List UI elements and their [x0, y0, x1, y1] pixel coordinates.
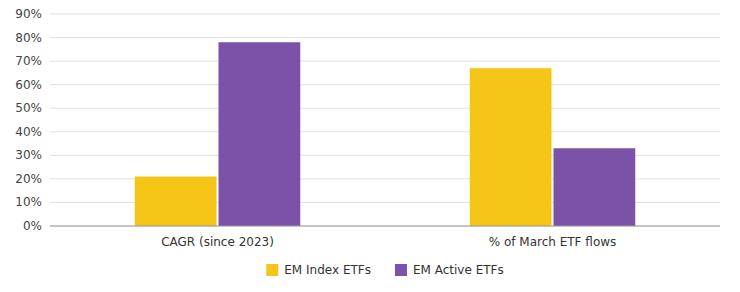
grid-line — [50, 131, 720, 132]
bar — [219, 42, 301, 226]
legend-label: EM Active ETFs — [413, 263, 504, 277]
grid-line — [50, 61, 720, 62]
legend-label: EM Index ETFs — [284, 263, 371, 277]
bars — [135, 42, 636, 226]
y-tick-label: 50% — [15, 101, 42, 115]
grid-line — [50, 226, 720, 227]
y-tick-label: 10% — [15, 195, 42, 209]
chart: 0% 10% 20% 30% 40% 50% 60% 70% 80% 90% CAGR (since… — [0, 0, 740, 292]
legend-item: EM Index ETFs — [266, 263, 371, 277]
grid-line — [50, 37, 720, 38]
y-tick-label: 80% — [15, 31, 42, 45]
y-tick-label: 30% — [15, 148, 42, 162]
x-tick-label: CAGR (since 2023) — [161, 235, 274, 249]
legend-item: EM Active ETFs — [395, 263, 504, 277]
grid-line — [50, 84, 720, 85]
y-tick-label: 70% — [15, 54, 42, 68]
legend-swatch — [395, 264, 407, 276]
grid-line — [50, 108, 720, 109]
y-tick-label: 40% — [15, 125, 42, 139]
legend: EM Index ETFs EM Active ETFs — [266, 263, 503, 277]
bar — [135, 177, 217, 226]
x-axis — [50, 226, 720, 227]
legend-swatch — [266, 264, 278, 276]
y-tick-label: 90% — [15, 7, 42, 21]
grid-line — [50, 14, 720, 15]
grid — [50, 14, 720, 226]
y-tick-label: 20% — [15, 172, 42, 186]
bar — [470, 68, 552, 226]
y-tick-label: 0% — [23, 219, 42, 233]
bar — [554, 148, 636, 226]
y-tick-label: 60% — [15, 78, 42, 92]
x-tick-label: % of March ETF flows — [489, 235, 617, 249]
